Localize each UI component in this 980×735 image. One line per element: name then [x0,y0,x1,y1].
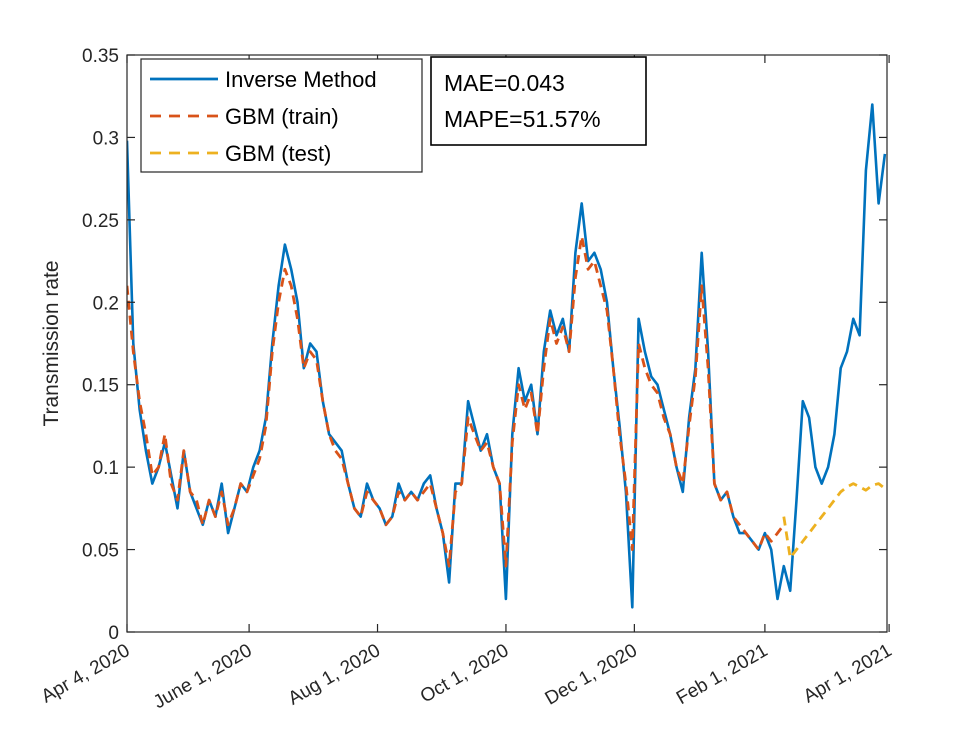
metrics-box-frame [430,56,647,146]
series-line-gbm-test [782,482,886,560]
metrics-box: MAE=0.043 MAPE=51.57% [430,56,647,146]
y-tick-label: 0.05 [82,541,119,562]
y-tick-label: 0.35 [82,46,119,67]
legend-label: GBM (train) [225,104,339,129]
series-line-inverse-method [127,103,887,609]
y-tick-label: 0 [108,623,119,644]
series-layer [127,103,887,609]
y-tick-label: 0.2 [93,293,119,314]
mae-text: MAE=0.043 [444,70,565,96]
y-axis-label: Transmission rate [40,260,63,426]
legend: Inverse Method GBM (train) GBM (test) [140,58,423,173]
series-line-gbm-train [127,234,785,568]
y-tick-label: 0.1 [93,458,119,479]
axes-box [126,54,888,633]
mape-text: MAPE=51.57% [444,106,601,132]
legend-label: GBM (test) [225,141,331,166]
y-tick-label: 0.3 [93,128,119,149]
y-tick-label: 0.25 [82,211,119,232]
y-tick-label: 0.15 [82,376,119,397]
legend-label: Inverse Method [225,67,377,92]
